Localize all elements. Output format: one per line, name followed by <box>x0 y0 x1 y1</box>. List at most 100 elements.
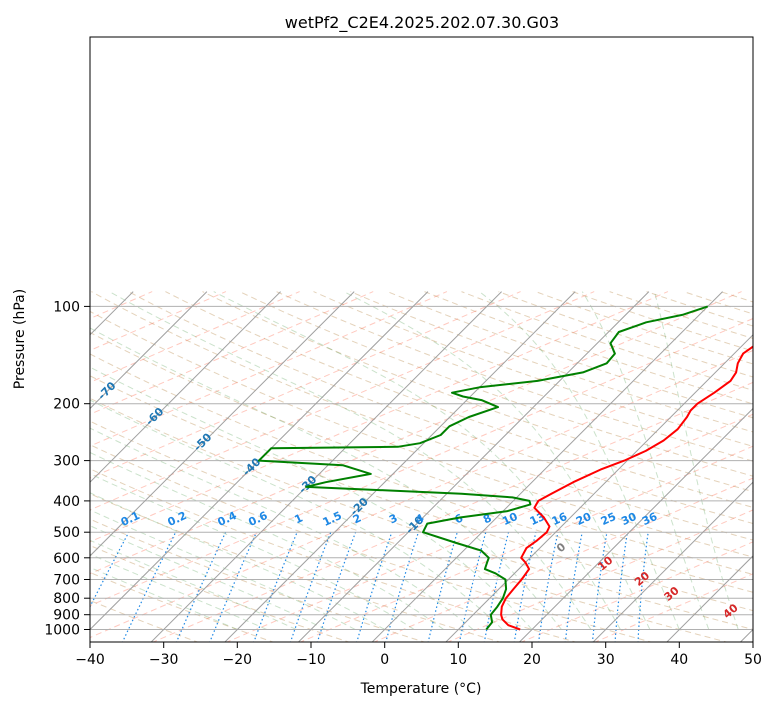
y-axis-label: Pressure (hPa) <box>12 289 28 389</box>
mixing-ratio-line <box>591 532 608 642</box>
dry-adiabat-line <box>90 518 426 642</box>
mixing-ratio-line <box>209 531 258 642</box>
moist-adiabat-line <box>90 473 415 630</box>
isotherm-line <box>90 291 355 557</box>
moist-adiabat-line <box>90 366 533 630</box>
moist-adiabat-line <box>90 566 238 630</box>
x-tick-label: −10 <box>296 652 326 668</box>
y-tick-label: 1000 <box>44 623 80 639</box>
dry-adiabat-line <box>387 291 753 419</box>
dry-adiabat-line <box>91 291 753 541</box>
x-tick-label: 20 <box>523 652 541 668</box>
dry-adiabat-line <box>202 291 753 493</box>
saturation-line <box>299 445 753 642</box>
x-tick-label: −30 <box>149 652 179 668</box>
isotherm-line <box>224 291 576 642</box>
moist-adiabat-line <box>653 291 739 630</box>
isotherm-line <box>371 291 723 642</box>
y-tick-label: 100 <box>53 299 80 315</box>
mixing-ratio-label: 30 <box>619 510 639 528</box>
saturation-line <box>90 291 742 575</box>
y-tick-label: 700 <box>53 573 80 589</box>
x-tick-label: −20 <box>223 652 253 668</box>
dry-adiabat-line <box>90 331 753 575</box>
dry-adiabat-line <box>90 493 502 642</box>
mixing-ratio-line <box>175 531 227 642</box>
saturation-line <box>225 413 753 642</box>
y-tick-label: 800 <box>53 591 80 607</box>
moist-adiabat-line <box>90 327 562 630</box>
x-tick-label: −40 <box>75 652 105 668</box>
mixing-ratio-line <box>458 532 487 642</box>
tick-layer: −40 −30 −20 −10 0 10 20 30 40 50 100 200 300 400 500 60… <box>44 299 762 668</box>
y-tick-label: 600 <box>53 551 80 567</box>
dry-adiabat-line <box>128 291 753 525</box>
dry-adiabat-line <box>90 444 653 642</box>
mixing-ratio-line <box>356 532 393 642</box>
x-tick-label: 40 <box>670 652 688 668</box>
isotherm-line <box>297 291 650 642</box>
mixing-ratio-line <box>427 532 458 642</box>
dry-adiabat-line <box>535 291 753 365</box>
moist-adiabat-line <box>343 291 651 630</box>
mixing-ratio-line <box>564 532 583 642</box>
y-tick-label: 500 <box>53 525 80 541</box>
saturation-line <box>90 291 669 543</box>
saturation-line <box>90 349 753 639</box>
dry-adiabat-line <box>90 397 753 630</box>
mixing-ratio-line <box>513 532 537 642</box>
mixing-ratio-line <box>483 532 510 642</box>
isotherm-line <box>666 555 753 642</box>
mixing-ratio-label: 20 <box>574 510 594 528</box>
dry-adiabat-line <box>276 291 753 462</box>
mixing-ratio-label: 16 <box>550 510 570 528</box>
grid-layer <box>90 291 753 642</box>
x-tick-label: 50 <box>744 652 762 668</box>
dewpoint-profile-line <box>257 305 709 631</box>
mixing-ratio-label: 36 <box>640 510 660 528</box>
moist-adiabat-line <box>213 291 621 630</box>
dry-adiabat-line <box>90 420 729 642</box>
isotherm-line <box>445 334 753 642</box>
saturation-line <box>90 317 753 607</box>
y-tick-label: 400 <box>53 494 80 510</box>
saturation-line <box>90 291 521 479</box>
dry-adiabat-line <box>90 544 351 642</box>
isotherm-line <box>150 291 502 642</box>
y-tick-label: 200 <box>53 397 80 413</box>
dry-adiabat-line <box>239 291 753 477</box>
isotherm-line <box>90 291 208 410</box>
mixing-ratio-line <box>121 531 177 642</box>
mixing-ratio-label: 25 <box>599 510 618 528</box>
x-tick-label: 10 <box>449 652 467 668</box>
y-tick-label: 300 <box>53 454 80 470</box>
isotherm-line <box>90 291 429 631</box>
moist-adiabat-line <box>90 553 268 630</box>
moist-adiabat-line <box>90 451 444 630</box>
isotherm-line <box>592 481 753 642</box>
mixing-ratio-line <box>637 532 649 642</box>
isotherm-line <box>90 291 281 483</box>
moist-adiabat-line <box>90 399 503 630</box>
x-tick-label: 30 <box>597 652 615 668</box>
mixing-ratio-line <box>614 532 628 642</box>
y-tick-label: 900 <box>53 608 80 624</box>
moist-adiabat-line <box>90 525 326 630</box>
moist-adiabat-line <box>581 291 710 630</box>
dry-adiabat-line <box>498 291 753 378</box>
plot-frame <box>89 36 754 643</box>
dry-adiabat-line <box>350 291 753 433</box>
x-axis-label: Temperature (°C) <box>360 681 482 697</box>
x-tick-label: 0 <box>380 652 389 668</box>
dry-adiabat-line <box>165 291 753 508</box>
dry-adiabat-line <box>90 310 753 558</box>
mixing-ratio-line <box>385 532 419 642</box>
saturation-line <box>152 381 753 642</box>
temperature-profile-line <box>500 345 753 631</box>
saturation-line <box>90 291 595 511</box>
mixing-ratio-label: 10 <box>500 510 520 528</box>
moist-adiabat-line <box>90 539 297 630</box>
